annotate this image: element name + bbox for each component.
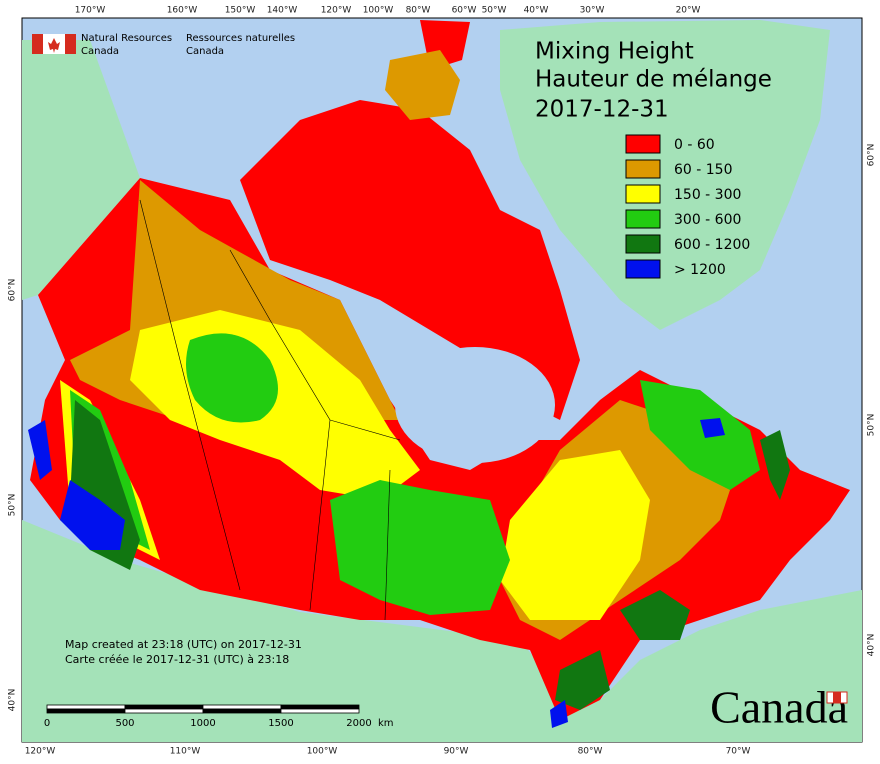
logo-text: Natural Resources [81,33,172,44]
title: Mixing Height [535,39,694,65]
hudson-bay [395,347,555,463]
scale-bar-label: 2000 [346,718,371,729]
scale-bar-label: 500 [115,718,134,729]
maple-leaf [48,38,60,53]
scale-bar-label: 1500 [268,718,293,729]
title: Hauteur de mélange [535,67,772,93]
legend-swatch [625,259,661,279]
graticule-label: 60°W [452,6,477,16]
scale-bar-unit: km [378,718,394,729]
legend-label: 300 - 600 [674,212,741,228]
wordmark: Canada [710,682,848,733]
graticule-label: 50°N [8,494,18,517]
logo-text: Canada [186,46,224,57]
graticule-label: 40°N [867,634,877,657]
scale-bar-segment [124,704,204,710]
legend-label: 600 - 1200 [674,237,750,253]
graticule-label: 110°W [170,747,201,757]
flag-band [32,34,43,54]
scale-bar-segment [202,708,282,714]
graticule-label: 120°W [321,6,352,16]
graticule-label: 40°N [8,689,18,712]
scale-bar-segment [280,704,360,710]
legend-swatch [625,134,661,154]
legend-label: 150 - 300 [674,187,741,203]
legend-swatch [625,209,661,229]
legend-swatch [625,159,661,179]
graticule-label: 40°W [524,6,549,16]
legend-swatch [625,234,661,254]
note: Carte créée le 2017-12-31 (UTC) à 23:18 [65,653,289,666]
date: 2017-12-31 [535,97,669,123]
logo-text: Ressources naturelles [186,33,295,44]
graticule-label: 160°W [167,6,198,16]
flag-band [65,34,76,54]
graticule-label: 60°N [8,279,18,302]
graticule-label: 100°W [363,6,394,16]
foreign-land [22,20,862,742]
mixing-height-regions [28,20,850,728]
graticule-label: 120°W [25,747,56,757]
scale-bar-label: 1000 [190,718,215,729]
note: Map created at 23:18 (UTC) on 2017-12-31 [65,638,302,651]
graticule-label: 140°W [267,6,298,16]
graticule-label: 150°W [225,6,256,16]
scale-bar-segment [46,708,126,714]
graticule-label: 90°W [444,747,469,757]
legend-label: 0 - 60 [674,137,715,153]
graticule-label: 100°W [307,747,338,757]
graticule-label: 30°W [580,6,605,16]
graticule-label: 80°W [578,747,603,757]
borders [139,199,401,621]
graticule-label: 80°W [406,6,431,16]
graticule-label: 60°N [867,144,877,167]
scale-bar-segment [124,708,204,714]
graticule-label: 70°W [726,747,751,757]
legend-label: > 1200 [674,262,726,278]
graticule-label: 20°W [676,6,701,16]
graticule-label: 50°W [482,6,507,16]
scale-bar-segment [202,704,282,710]
logo-text: Canada [81,46,119,57]
scale-bar-segment [280,708,360,714]
scale-bar-segment [46,704,126,710]
legend-label: 60 - 150 [674,162,733,178]
graticule-label: 170°W [75,6,106,16]
legend-swatch [625,184,661,204]
wordmark-flag [833,692,841,703]
graticule-label: 50°N [867,414,877,437]
scale-bar-label: 0 [44,718,50,729]
